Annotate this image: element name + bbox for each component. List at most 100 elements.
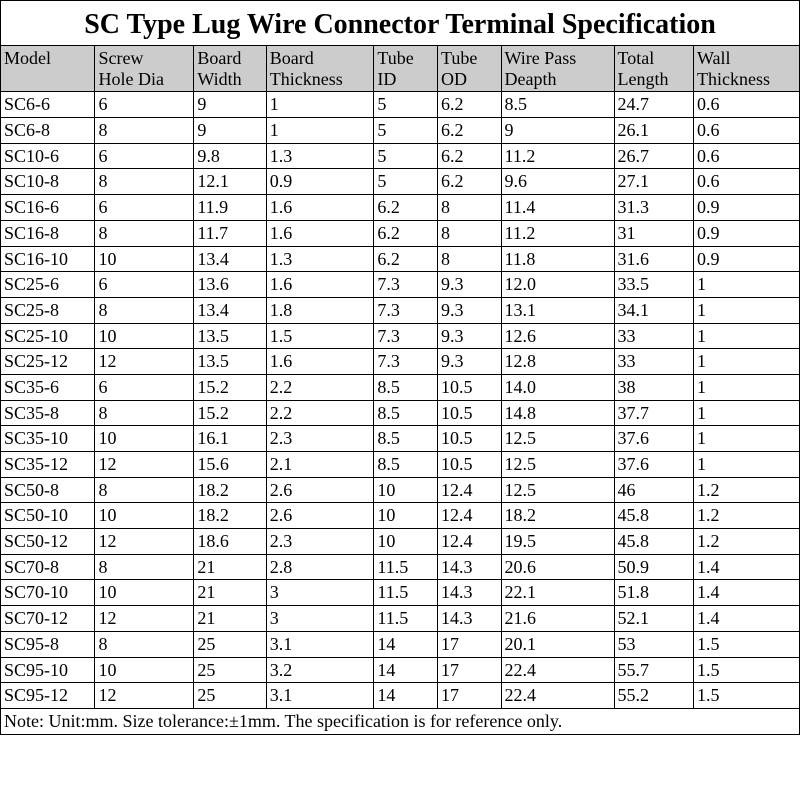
table-cell: 12 <box>95 606 194 632</box>
table-cell: 34.1 <box>614 297 693 323</box>
table-cell: 11.2 <box>501 220 614 246</box>
table-cell: 8 <box>95 554 194 580</box>
table-cell: 24.7 <box>614 92 693 118</box>
column-header-3: BoardThickness <box>266 46 374 92</box>
table-cell: SC16-8 <box>1 220 95 246</box>
table-cell: 17 <box>437 631 501 657</box>
table-cell: 5 <box>374 169 438 195</box>
table-cell: SC25-12 <box>1 349 95 375</box>
table-cell: SC35-6 <box>1 374 95 400</box>
table-cell: 6.2 <box>437 169 501 195</box>
table-body: SC6-669156.28.524.70.6SC6-889156.2926.10… <box>1 92 800 709</box>
header-line1: Board <box>270 48 314 68</box>
table-row: SC50-101018.22.61012.418.245.81.2 <box>1 503 800 529</box>
table-cell: 0.6 <box>693 169 799 195</box>
table-cell: SC6-6 <box>1 92 95 118</box>
column-header-6: Wire PassDeapth <box>501 46 614 92</box>
table-cell: 1 <box>693 297 799 323</box>
table-cell: 12.4 <box>437 529 501 555</box>
table-cell: 8 <box>95 297 194 323</box>
table-row: SC10-8812.10.956.29.627.10.6 <box>1 169 800 195</box>
table-cell: 7.3 <box>374 349 438 375</box>
table-cell: 6 <box>95 195 194 221</box>
header-line1: Screw <box>98 48 143 68</box>
table-cell: 13.6 <box>194 272 266 298</box>
table-cell: 10 <box>374 503 438 529</box>
table-cell: 16.1 <box>194 426 266 452</box>
table-cell: 2.2 <box>266 400 374 426</box>
table-cell: 14 <box>374 657 438 683</box>
table-cell: 46 <box>614 477 693 503</box>
table-cell: 14 <box>374 631 438 657</box>
table-cell: 33.5 <box>614 272 693 298</box>
table-cell: 45.8 <box>614 529 693 555</box>
table-cell: 12.6 <box>501 323 614 349</box>
table-cell: 11.5 <box>374 554 438 580</box>
table-cell: 8.5 <box>501 92 614 118</box>
table-row: SC10-669.81.356.211.226.70.6 <box>1 143 800 169</box>
table-cell: 26.1 <box>614 118 693 144</box>
table-cell: 2.3 <box>266 529 374 555</box>
table-row: SC70-121221311.514.321.652.11.4 <box>1 606 800 632</box>
table-cell: 11.4 <box>501 195 614 221</box>
table-cell: SC95-8 <box>1 631 95 657</box>
table-cell: 14.0 <box>501 374 614 400</box>
table-cell: 2.6 <box>266 477 374 503</box>
table-cell: 2.1 <box>266 452 374 478</box>
table-cell: 6.2 <box>437 118 501 144</box>
column-header-4: TubeID <box>374 46 438 92</box>
table-row: SC95-88253.1141720.1531.5 <box>1 631 800 657</box>
table-cell: 55.7 <box>614 657 693 683</box>
table-cell: 9.8 <box>194 143 266 169</box>
table-cell: 1.5 <box>693 657 799 683</box>
table-cell: 10.5 <box>437 374 501 400</box>
table-cell: 10 <box>95 246 194 272</box>
table-cell: 0.6 <box>693 92 799 118</box>
table-cell: 1.6 <box>266 195 374 221</box>
table-cell: 21 <box>194 580 266 606</box>
table-cell: SC16-6 <box>1 195 95 221</box>
table-cell: 7.3 <box>374 323 438 349</box>
table-cell: 1 <box>693 272 799 298</box>
table-row: SC25-6613.61.67.39.312.033.51 <box>1 272 800 298</box>
table-cell: 10.5 <box>437 400 501 426</box>
column-header-7: TotalLength <box>614 46 693 92</box>
table-cell: 8 <box>95 631 194 657</box>
table-cell: SC35-12 <box>1 452 95 478</box>
table-cell: 7.3 <box>374 272 438 298</box>
table-cell: 3.2 <box>266 657 374 683</box>
table-cell: 12.4 <box>437 477 501 503</box>
column-header-0: Model <box>1 46 95 92</box>
table-cell: 1.5 <box>693 683 799 709</box>
table-cell: SC6-8 <box>1 118 95 144</box>
table-cell: 8 <box>95 477 194 503</box>
table-cell: SC25-8 <box>1 297 95 323</box>
table-cell: 14 <box>374 683 438 709</box>
table-cell: 1.4 <box>693 580 799 606</box>
table-cell: 10 <box>374 477 438 503</box>
table-row: SC50-121218.62.31012.419.545.81.2 <box>1 529 800 555</box>
table-cell: 11.5 <box>374 580 438 606</box>
table-cell: 8.5 <box>374 426 438 452</box>
table-cell: 10 <box>374 529 438 555</box>
table-cell: 25 <box>194 631 266 657</box>
header-line1: Total <box>618 48 655 68</box>
table-cell: 10.5 <box>437 452 501 478</box>
table-cell: 6.2 <box>374 246 438 272</box>
table-cell: 11.8 <box>501 246 614 272</box>
table-row: SC6-889156.2926.10.6 <box>1 118 800 144</box>
header-line1: Tube <box>441 48 477 68</box>
table-cell: 12 <box>95 683 194 709</box>
table-cell: 31 <box>614 220 693 246</box>
table-cell: 37.6 <box>614 452 693 478</box>
table-cell: 13.4 <box>194 297 266 323</box>
table-cell: 14.3 <box>437 554 501 580</box>
table-cell: 2.2 <box>266 374 374 400</box>
table-cell: 2.6 <box>266 503 374 529</box>
table-cell: 51.8 <box>614 580 693 606</box>
table-cell: 17 <box>437 683 501 709</box>
table-cell: 19.5 <box>501 529 614 555</box>
table-cell: SC70-10 <box>1 580 95 606</box>
table-cell: 10 <box>95 323 194 349</box>
page-title: SC Type Lug Wire Connector Terminal Spec… <box>0 0 800 45</box>
